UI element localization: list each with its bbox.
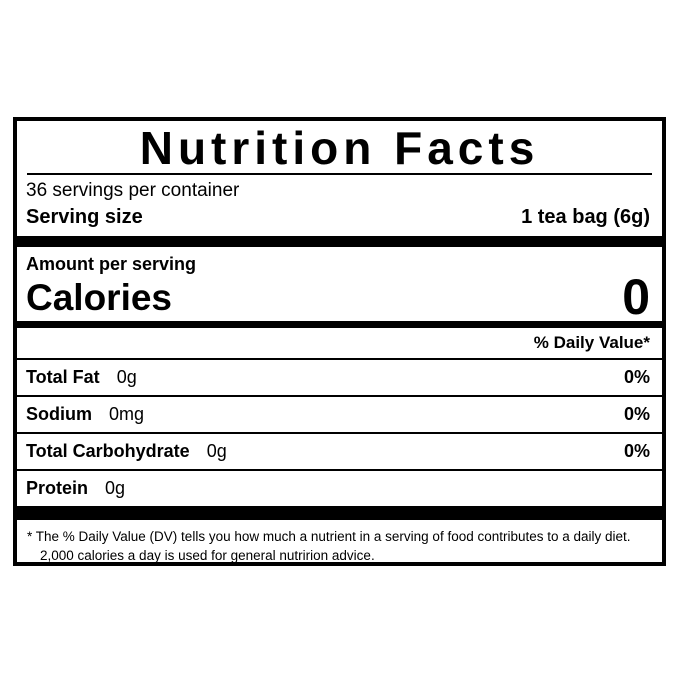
nutrient-dv: 0% [623,367,650,387]
nutrient-name-amount: Total Fat 0g [26,366,137,389]
nutrient-dv: 0% [623,404,650,424]
serving-size-label: Serving size [26,206,143,228]
nutrient-name-amount: Sodium 0mg [26,403,144,426]
row-divider [17,358,662,360]
nutrient-row-total-fat: Total Fat 0g 0% [17,360,662,395]
nutrient-row-sodium: Sodium 0mg 0% [17,397,662,432]
calories-label: Calories [26,277,173,318]
nutrient-name: Total Carbohydrate [26,441,190,461]
nutrient-name: Protein [26,478,89,498]
daily-value-footnote: * The % Daily Value (DV) tells you how m… [27,529,631,563]
nutrient-name: Total Fat [26,367,100,387]
nutrient-name-amount: Total Carbohydrate 0g [26,440,227,463]
nutrient-amount: 0g [206,441,227,461]
amount-per-serving: Amount per serving [26,254,197,274]
serving-size-row: Serving size 1 tea bag (6g) [17,203,662,236]
nutrient-row-total-carbohydrate: Total Carbohydrate 0g 0% [17,434,662,469]
servings-per-container: 36 servings per container [26,180,240,201]
thick-divider-top [17,236,662,247]
calories-row: Calories 0 [17,269,662,325]
nutrient-dv: 0% [623,441,650,461]
medium-divider [17,321,662,328]
nutrient-name-amount: Protein 0g [26,477,125,500]
thick-divider-bottom [17,506,662,520]
nutrient-amount: 0mg [109,404,145,424]
serving-size-value: 1 tea bag (6g) [521,206,650,228]
calories-value: 0 [622,269,650,325]
nutrient-amount: 0g [116,367,137,387]
row-divider [17,432,662,434]
daily-value-header: % Daily Value* [533,333,650,352]
nutrient-amount: 0g [105,478,126,498]
title-divider [27,173,652,175]
nutrient-row-protein: Protein 0g [17,471,662,506]
row-divider [17,469,662,471]
nutrition-facts-label: Nutrition Facts 36 servings per containe… [13,117,666,566]
row-divider [17,395,662,397]
label-title: Nutrition Facts [139,122,540,174]
nutrient-name: Sodium [26,404,92,424]
